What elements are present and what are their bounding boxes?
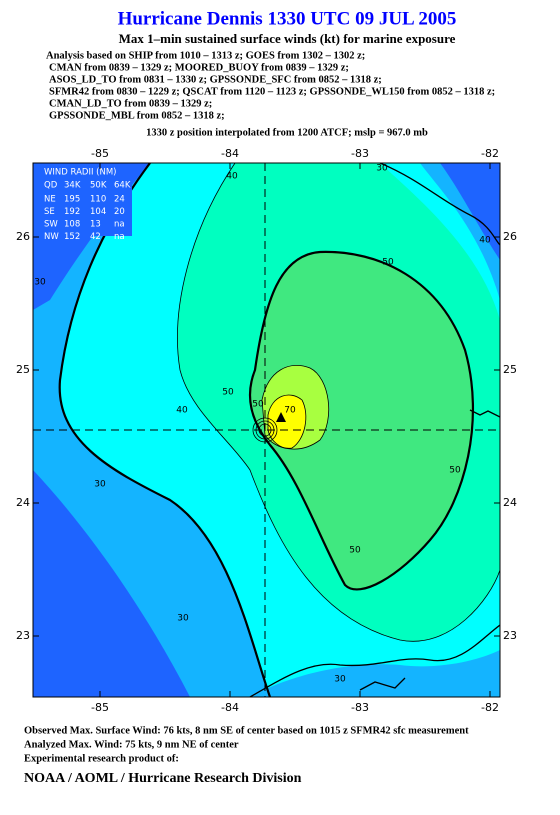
lon-label-top: -83 xyxy=(351,147,369,160)
lat-label-left: 25 xyxy=(16,363,30,376)
contour-label: 70 xyxy=(284,406,296,416)
credit: NOAA / AOML / Hurricane Research Divisio… xyxy=(24,771,302,786)
title: Hurricane Dennis 1330 UTC 09 JUL 2005 xyxy=(118,8,457,29)
contour-label: 30 xyxy=(376,164,388,174)
field-70 xyxy=(268,395,306,449)
radii-cell: 152 xyxy=(64,232,80,242)
map-frame xyxy=(32,162,501,698)
radii-cell: 110 xyxy=(90,195,106,205)
radii-cell: 192 xyxy=(64,207,80,217)
contour-label: 40 xyxy=(176,406,188,416)
field-azure-s xyxy=(250,650,500,697)
radii-header: 34K xyxy=(64,181,81,191)
radii-header: 50K xyxy=(90,181,107,191)
radii-cell: SE xyxy=(44,207,55,217)
contour-label: 30 xyxy=(34,278,46,288)
radii-cell: 42 xyxy=(90,232,101,242)
contour-label: 40 xyxy=(479,236,491,246)
lon-label-top: -85 xyxy=(91,147,109,160)
lon-label-bottom: -83 xyxy=(351,701,369,714)
radii-cell: 24 xyxy=(114,195,125,205)
axis-ticks: -85 -85 -84 -84 -83 -83 -82 -82 26 26 25 25 24 24 23 23 xyxy=(16,147,517,714)
analysis-line: CMAN_LD_TO from 0839 – 1329 z; xyxy=(49,98,212,109)
contour-label: 40 xyxy=(226,172,238,182)
wind-radii: WIND RADII (NM) QD 34K 50K 64K NE 195 110 24 SE 19… xyxy=(44,168,131,243)
contour-label: 50 xyxy=(252,400,264,410)
radii-cell: 104 xyxy=(90,207,106,217)
footer-line: Analyzed Max. Wind: 75 kts, 9 nm NE of c… xyxy=(24,739,239,750)
lon-label-top: -84 xyxy=(221,147,239,160)
radii-cell: NW xyxy=(44,232,59,242)
analysis-line: GPSSONDE_MBL from 0852 – 1318 z; xyxy=(49,110,225,121)
position-note: 1330 z position interpolated from 1200 A… xyxy=(146,127,428,138)
field-50 xyxy=(250,251,473,590)
footer: Observed Max. Surface Wind: 76 kts, 8 nm… xyxy=(24,725,469,764)
contour-labels: 40 40 50 50 50 50 50 40 30 30 30 30 70 30 xyxy=(34,164,491,685)
contour-label: 50 xyxy=(382,258,394,268)
thick-contours xyxy=(58,163,475,697)
analysis-line: ASOS_LD_TO from 0831 – 1330 z; GPSSONDE_… xyxy=(49,74,382,85)
footer-line: Experimental research product of: xyxy=(24,753,179,764)
lat-label-left: 26 xyxy=(16,230,30,243)
lat-label-right: 26 xyxy=(503,230,517,243)
field-blue-sw xyxy=(33,470,190,697)
radii-cell: SW xyxy=(44,220,58,230)
analysis-line: CMAN from 0839 – 1329 z; MOORED_BUOY fro… xyxy=(49,62,349,73)
contour-label: 30 xyxy=(334,675,346,685)
lat-label-left: 24 xyxy=(16,496,30,509)
lat-label-right: 23 xyxy=(503,629,517,642)
radii-cell: 195 xyxy=(64,195,80,205)
contour-label: 50 xyxy=(449,466,461,476)
radii-header: 64K xyxy=(114,181,131,191)
contour-label: 30 xyxy=(94,480,106,490)
subtitle: Max 1–min sustained surface winds (kt) f… xyxy=(119,31,456,46)
radii-cell: na xyxy=(114,232,125,242)
analysis-line: SFMR42 from 0830 – 1229 z; QSCAT from 11… xyxy=(49,86,495,97)
analysis-line: Analysis based on SHIP from 1010 – 1313 … xyxy=(46,50,365,61)
lat-label-right: 25 xyxy=(503,363,517,376)
radii-header: QD xyxy=(44,181,58,191)
radii-cell: 108 xyxy=(64,220,80,230)
radii-cell: na xyxy=(114,220,125,230)
map-field: 40 40 50 50 50 50 50 40 30 30 30 30 70 30 WIND RADII … xyxy=(33,163,500,697)
radii-cell: 20 xyxy=(114,207,125,217)
field-blue-ne xyxy=(440,163,500,260)
storm-marker xyxy=(276,412,286,422)
lat-label-right: 24 xyxy=(503,496,517,509)
lon-label-bottom: -84 xyxy=(221,701,239,714)
footer-line: Observed Max. Surface Wind: 76 kts, 8 nm… xyxy=(24,725,469,736)
contour-label: 30 xyxy=(177,614,189,624)
radii-cell: NE xyxy=(44,195,56,205)
contour-label: 50 xyxy=(222,388,234,398)
lat-label-left: 23 xyxy=(16,629,30,642)
analysis-lines: Analysis based on SHIP from 1010 – 1313 … xyxy=(46,50,495,121)
lon-label-top: -82 xyxy=(481,147,499,160)
radii-cell: 13 xyxy=(90,220,101,230)
lon-label-bottom: -82 xyxy=(481,701,499,714)
coastlines xyxy=(249,163,500,697)
radii-title: WIND RADII (NM) xyxy=(44,168,116,178)
lon-label-bottom: -85 xyxy=(91,701,109,714)
contour-label: 50 xyxy=(349,546,361,556)
radii-box xyxy=(36,166,132,236)
